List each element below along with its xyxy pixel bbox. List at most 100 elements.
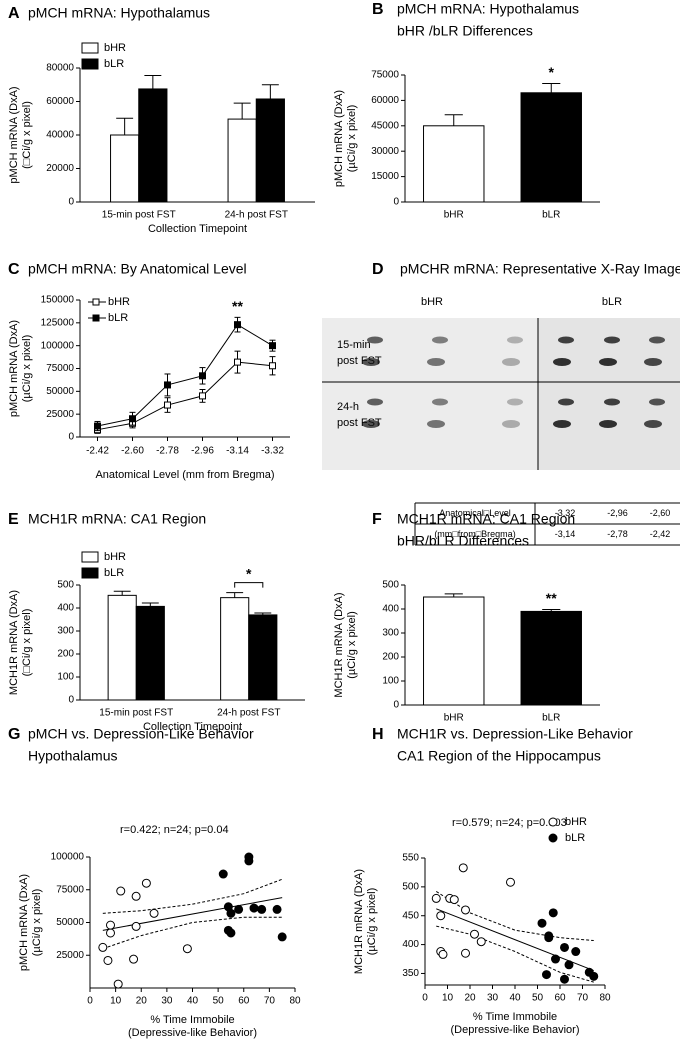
confidence-band [102,916,283,950]
point [218,869,228,879]
y-tick-label: 75000 [371,70,399,81]
regression-line [102,897,283,931]
x-tick-label: bHR [444,210,464,221]
point [182,944,192,954]
x-tick-label: 40 [509,993,521,1004]
x-tick-label: -3.32 [261,446,284,457]
y-tick-label: 200 [382,652,399,663]
y-tick-label: 15000 [371,171,399,182]
xray-spot [604,398,620,406]
y-tick-label: 100000 [41,340,75,351]
x-axis-label: (Depressive-like Behavior) [451,1024,580,1036]
regression-line [436,908,594,972]
point [131,891,141,901]
legend-label: bLR [108,312,128,324]
x-tick-label: 0 [87,996,93,1007]
panel-letter: A [8,5,20,22]
x-tick-label: 80 [599,993,611,1004]
y-tick-label: 0 [393,700,399,711]
y-tick-label: 60000 [46,96,74,107]
point [244,852,254,862]
point [98,942,108,952]
xray-spot [502,358,520,366]
bar [107,594,137,701]
point [277,932,287,942]
xray-spot [432,336,448,344]
x-tick-label: bLR [542,210,560,221]
legend-label: bLR [104,58,124,70]
legend-label: bHR [108,296,130,308]
column-label: bLR [602,296,622,308]
xray-spot [367,398,383,406]
x-tick-label: -2.96 [191,446,214,457]
y-tick-label: 300 [57,626,74,637]
xray-spot [367,336,383,344]
x-axis-label: Collection Timepoint [143,721,242,733]
point [164,401,171,409]
y-tick-label: 400 [382,604,399,615]
y-tick-label: 0 [393,197,399,208]
point [103,955,113,965]
bar [220,597,250,701]
point [506,877,515,887]
legend-label: bHR [565,816,587,828]
xray-spot [558,398,574,406]
y-tick-label: 45000 [371,120,399,131]
row-label: 24-h [337,401,359,413]
xray-spot [502,420,520,428]
y-tick-label: 350 [402,968,419,979]
y-tick-label: 100 [382,676,399,687]
point [461,948,470,958]
y-axis-label: (µCi/g x pixel) [21,335,33,402]
point [199,372,206,380]
point [551,954,560,964]
xray-spot [507,336,523,344]
point [470,929,479,939]
x-tick-label: bHR [444,713,464,724]
x-tick-label: 50 [213,996,225,1007]
xray-spot [604,336,620,344]
y-tick-label: 0 [68,695,74,706]
x-tick-label: 80 [289,996,301,1007]
legend-swatch [81,42,99,54]
x-axis-label: % Time Immobile [473,1011,557,1023]
xray-spot [558,336,574,344]
xray-spot [427,420,445,428]
panel-title: pMCH vs. Depression-Like Behavior [28,726,254,742]
x-tick-label: 40 [187,996,199,1007]
y-tick-label: 500 [382,580,399,591]
x-axis-label: (Depressive-like Behavior) [128,1027,257,1039]
x-tick-label: 10 [110,996,122,1007]
y-axis-label: (µCi/g x pixel) [346,611,358,678]
bar [227,118,257,203]
xray-spot [362,358,380,366]
point [131,921,141,931]
x-tick-label: 15-min post FST [102,210,176,221]
significance-label: * [549,64,555,80]
point [458,863,468,873]
significance-bracket [234,582,264,588]
legend-swatch [81,58,99,70]
significance-label: ** [232,298,243,314]
panel-letter: C [8,261,20,278]
x-tick-label: 0 [422,993,428,1004]
legend-swatch [81,551,99,563]
legend-swatch [92,298,100,306]
table-cell: -2,96 [607,508,628,518]
y-tick-label: 125000 [41,317,75,328]
y-axis-label: pMCH mRNA (DxA) [8,86,20,183]
panel-title: MCH1R mRNA: CA1 Region [397,511,575,527]
x-axis-label: Anatomical Level (mm from Bregma) [95,469,274,481]
bar [423,596,485,706]
xray-spot [649,398,665,406]
y-tick-label: 100 [57,672,74,683]
point [571,947,581,957]
y-tick-label: 25000 [56,950,84,961]
point [234,358,241,366]
x-axis-label: Collection Timepoint [148,223,247,235]
legend-swatch [92,314,100,322]
x-tick-label: 24-h post FST [217,708,280,719]
legend-label: bHR [104,551,126,563]
point [199,392,206,400]
x-tick-label: -2.60 [121,446,144,457]
